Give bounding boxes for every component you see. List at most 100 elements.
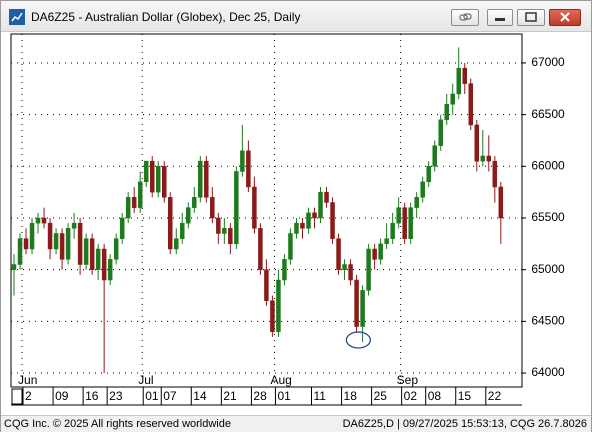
- x-tick-label: 11: [314, 389, 327, 403]
- candle-body: [348, 264, 353, 281]
- candle-body: [432, 145, 437, 167]
- x-tick-label: 15: [458, 389, 472, 403]
- x-tick-label: 23: [109, 389, 123, 403]
- candle-body: [486, 155, 492, 162]
- candle-body: [276, 279, 281, 332]
- candle-body: [306, 212, 311, 229]
- x-tick-label: 01: [145, 389, 159, 403]
- window-title: DA6Z25 - Australian Dollar (Globex), Dec…: [31, 10, 301, 24]
- candle-body: [222, 228, 227, 234]
- candle-body: [270, 300, 275, 332]
- candle-body: [354, 279, 359, 327]
- candle-body: [252, 186, 257, 229]
- link-icon: [459, 13, 472, 21]
- candle-body: [228, 228, 233, 245]
- candle-body: [210, 197, 215, 219]
- candle-body: [474, 124, 480, 162]
- candle-body: [342, 264, 347, 270]
- candle-body: [264, 269, 269, 301]
- candle-body: [198, 160, 203, 198]
- candle-body: [288, 233, 293, 260]
- candle-body: [378, 243, 383, 260]
- candle-body: [234, 171, 239, 245]
- x-tick-label: 25: [374, 389, 388, 403]
- candle-body: [450, 93, 455, 105]
- y-tick-label: 64500: [531, 314, 565, 328]
- copyright: CQG Inc. © 2025 All rights reserved worl…: [4, 418, 231, 430]
- month-label: Aug: [270, 373, 291, 387]
- candle-body: [240, 150, 245, 172]
- maximize-icon: [525, 12, 537, 22]
- x-tick-label: 14: [193, 389, 207, 403]
- candle-body: [462, 67, 467, 84]
- candle-body: [282, 259, 287, 281]
- close-button[interactable]: [549, 9, 581, 26]
- candle-body: [155, 166, 161, 193]
- candle-body: [396, 207, 401, 224]
- minimize-button[interactable]: [487, 9, 513, 26]
- y-tick-label: 66500: [531, 107, 565, 121]
- maximize-button[interactable]: [517, 9, 545, 26]
- close-icon: [560, 12, 570, 22]
- candle-body: [366, 248, 371, 291]
- candle-body: [149, 160, 155, 193]
- y-tick-label: 65500: [531, 210, 565, 224]
- candle-body: [162, 166, 167, 198]
- candle-body: [402, 207, 407, 239]
- x-tick-label: 09: [55, 389, 69, 403]
- x-tick-label: 21: [223, 389, 237, 403]
- chart: 64000 64500 65000 65500 66000 66500 67000 2 09 16…: [10, 33, 565, 406]
- candle-body: [119, 217, 125, 239]
- candle-body: [414, 197, 419, 208]
- candle-body: [29, 222, 35, 250]
- candle-body: [77, 222, 83, 265]
- candle-body: [390, 222, 395, 239]
- candle-body: [71, 222, 77, 229]
- candle-body: [360, 290, 365, 327]
- candle-body: [11, 264, 17, 270]
- candle-body: [216, 217, 221, 234]
- candle-body: [258, 228, 263, 270]
- candle-body: [143, 160, 149, 183]
- candle-body: [384, 238, 389, 245]
- title-bar: DA6Z25 - Australian Dollar (Globex), Dec…: [1, 1, 591, 32]
- y-tick-label: 65000: [531, 262, 565, 276]
- candle-body: [204, 160, 209, 198]
- candle-body: [89, 238, 95, 270]
- candle-body: [107, 259, 113, 281]
- candle-body: [324, 191, 329, 203]
- candle-body: [101, 248, 107, 281]
- candle-body: [336, 238, 341, 270]
- x-tick-label: 28: [253, 389, 267, 403]
- link-button[interactable]: [451, 9, 479, 26]
- candle-body: [426, 166, 431, 183]
- y-tick-label: 64000: [531, 365, 565, 379]
- month-label: Sep: [397, 373, 419, 387]
- x-tick-label: 02: [404, 389, 418, 403]
- status-bar: CQG Inc. © 2025 All rights reserved worl…: [1, 415, 591, 432]
- candle-body: [480, 155, 486, 162]
- app-icon: [9, 9, 25, 25]
- candle-body: [53, 233, 59, 250]
- month-label: Jul: [138, 373, 153, 387]
- candle-body: [65, 228, 71, 260]
- candle-body: [95, 248, 101, 270]
- status-info: DA6Z25,D | 09/27/2025 15:53:13, CQG 26.7…: [342, 418, 587, 430]
- candle-body: [35, 217, 41, 224]
- candle-body: [468, 83, 474, 126]
- candle-body: [59, 233, 65, 260]
- candle-body: [113, 238, 119, 260]
- x-tick-label: 08: [428, 389, 442, 403]
- annotation-ellipse: [345, 331, 371, 349]
- x-tick-label: 07: [163, 389, 177, 403]
- candle-body: [186, 207, 191, 224]
- month-label: Jun: [18, 373, 37, 387]
- candle-body: [438, 119, 443, 146]
- x-tick-label: 01: [277, 389, 291, 403]
- candle-body: [498, 186, 504, 219]
- x-tick-label: 2: [25, 389, 32, 403]
- candle-body: [420, 181, 425, 198]
- candle-body: [492, 160, 498, 188]
- candle-body: [300, 222, 305, 229]
